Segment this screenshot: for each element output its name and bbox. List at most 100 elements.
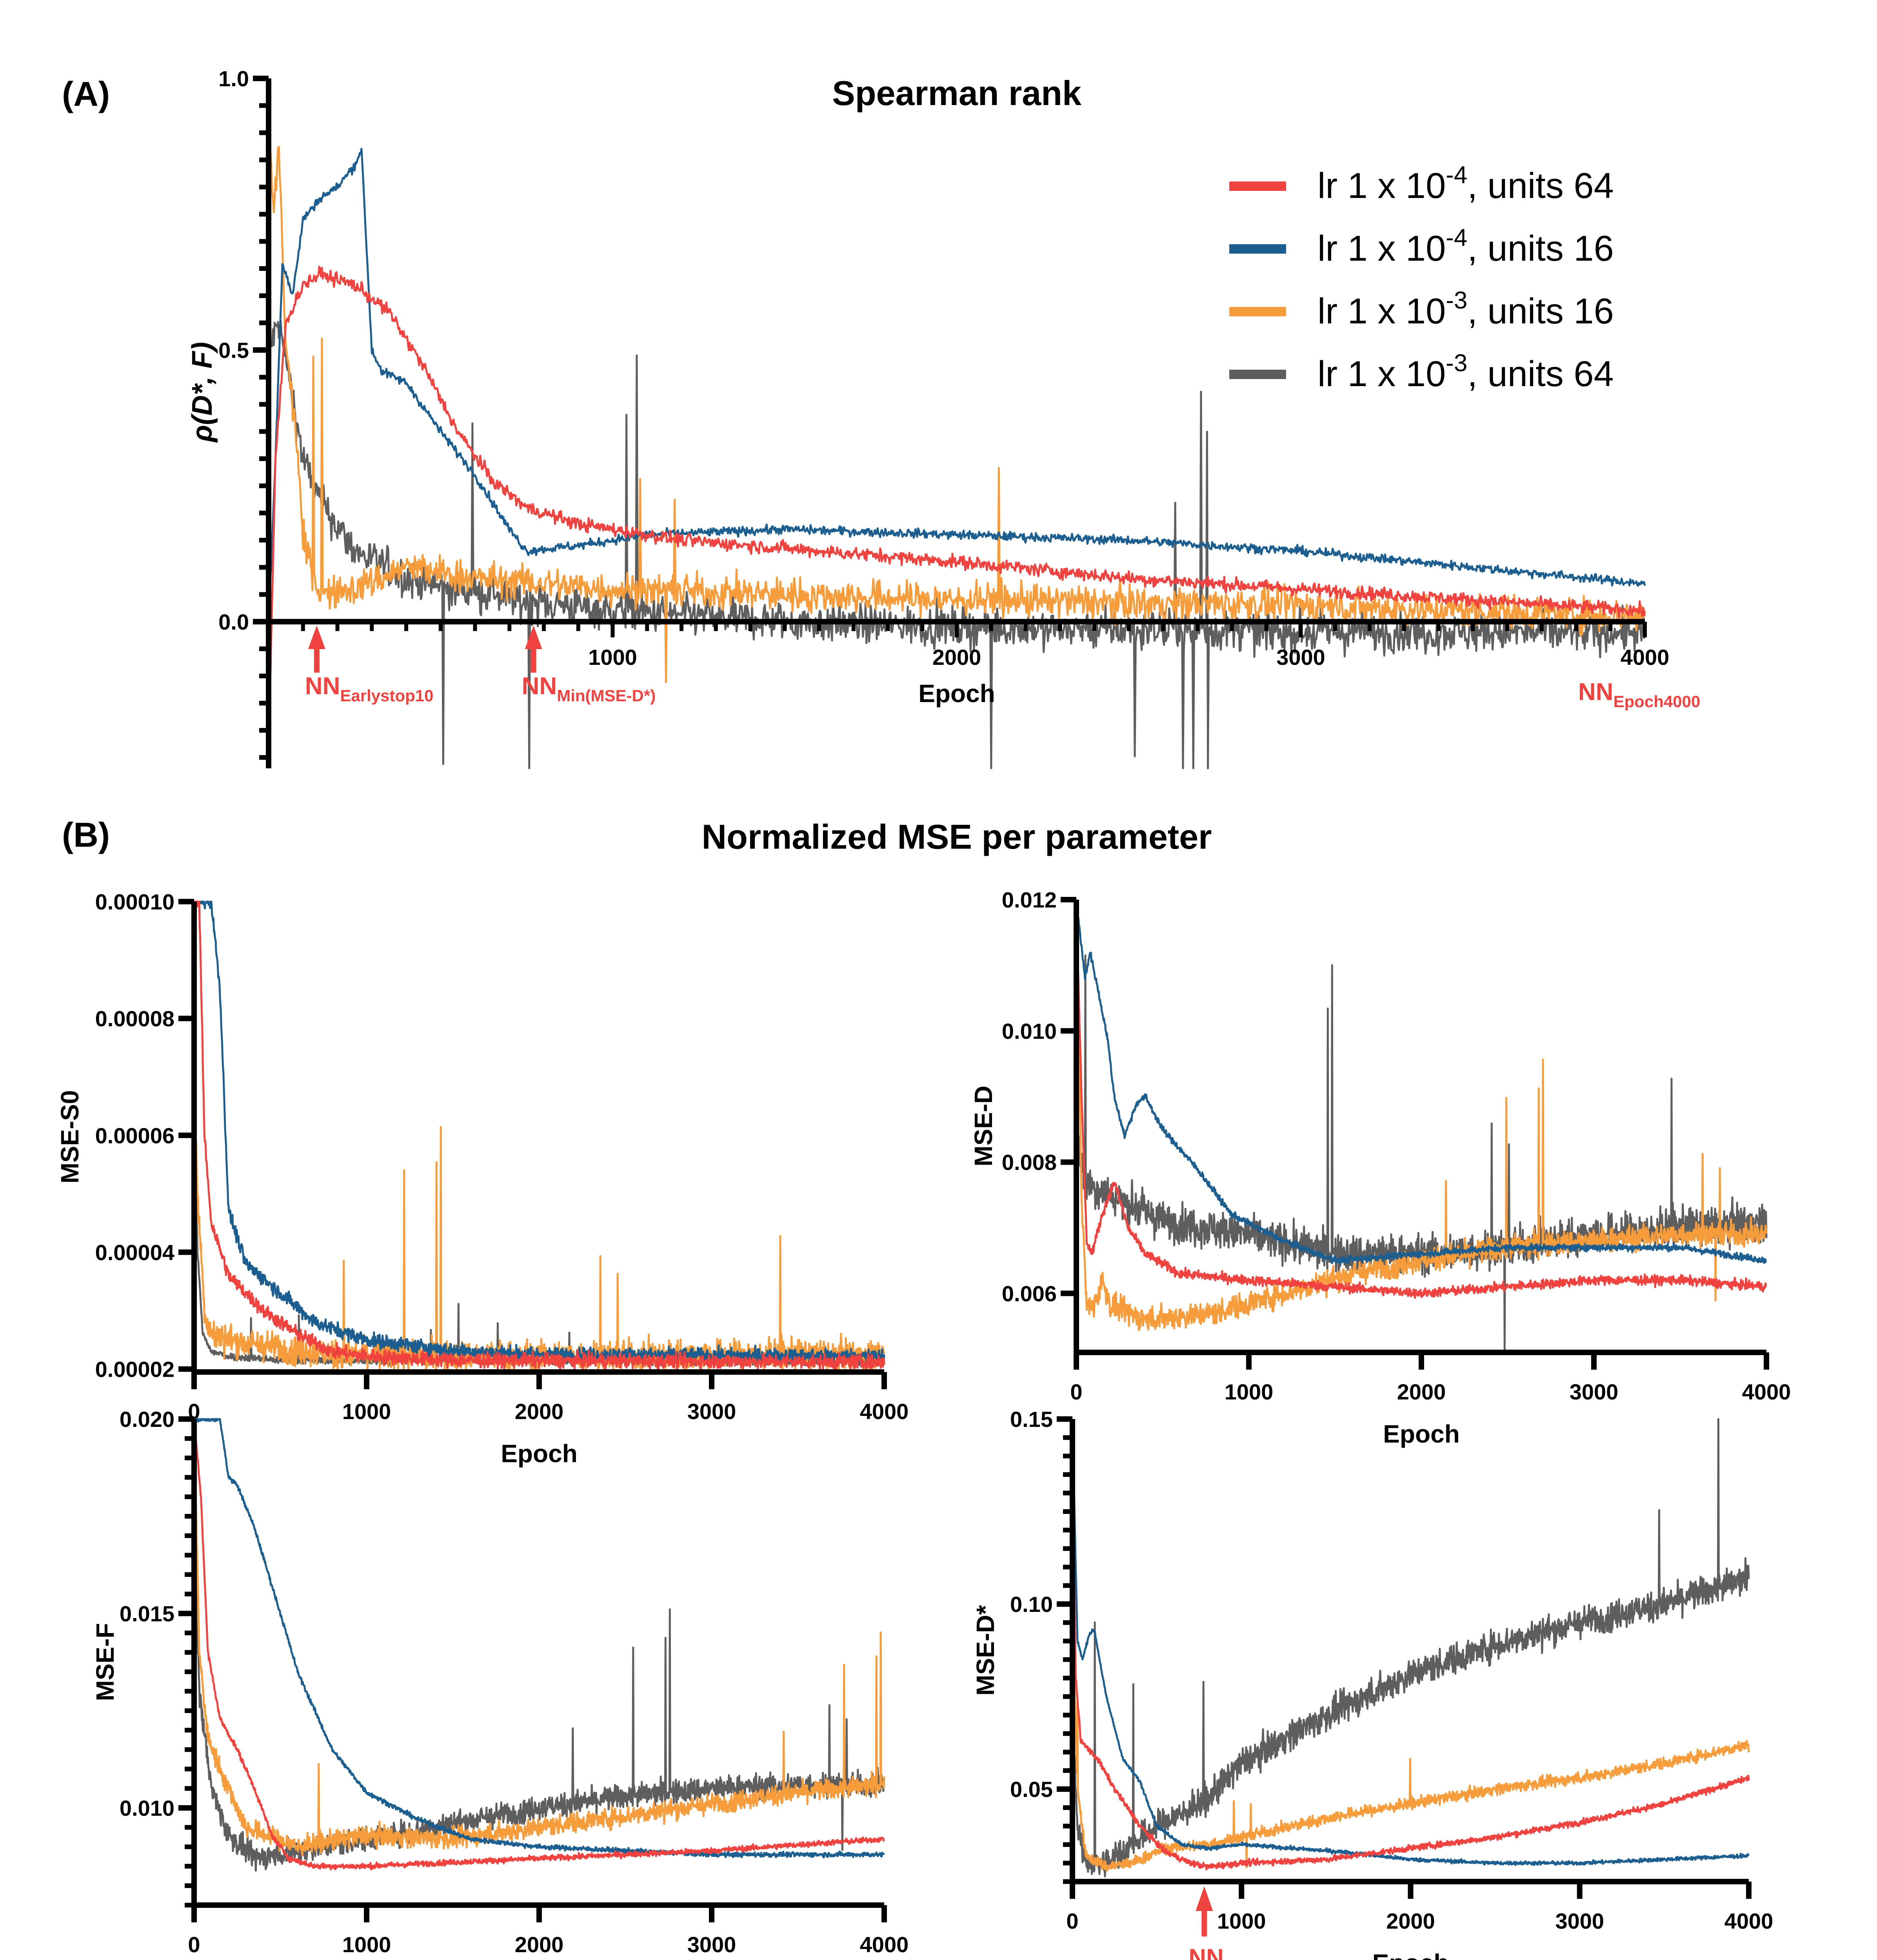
y-tick-label: 0.00010 [95,889,174,914]
mse-f-chart: 0.010 0.015 0.020 0 1000 2000 3000 4000 Epoch MSE… [91,1407,909,1957]
series-line-blue [1075,899,1767,1265]
x-tick-label: 4000 [860,1932,909,1957]
mse-dstar-chart: 0.05 0.10 0.15 0 1000 2000 3000 4000 Epoch MSE-D* [971,1407,1773,1960]
x-tick-label: 3000 [687,1399,736,1424]
y-tick-label: 0.020 [120,1407,174,1432]
x-tick-label: 4000 [1742,1379,1791,1404]
spearman-title: Spearman rank [832,74,1082,113]
x-tick-label: 4000 [1621,645,1670,670]
legend-entry: lr 1 x 10-3, units 64 [1317,350,1614,394]
y-tick-label: 0.15 [1010,1407,1053,1432]
y-tick-label: 0.012 [1002,887,1057,912]
annotation-arrow-icon [1196,1886,1213,1911]
y-axis-label: MSE-D* [971,1605,999,1695]
series-line-gray [193,1534,885,1872]
series-line-red [193,1419,885,1871]
series-line-orange [267,122,1646,683]
y-tick-label: 0.10 [1010,1592,1053,1617]
series-line-red [1071,1457,1750,1871]
panel-a-letter: (A) [62,74,110,113]
x-tick-label: 3000 [687,1932,736,1957]
y-tick-label: 0.006 [1002,1281,1057,1306]
x-axis-label: Epoch [1372,1949,1449,1960]
annotation-arrow-icon [525,625,542,649]
legend-suffix: , units 64 [1467,354,1614,394]
x-tick-label: 1000 [1225,1379,1274,1404]
y-tick-label: 0.0 [218,610,249,634]
annotation-sub: Min(MSE-D*) [1224,1958,1323,1960]
annotation-arrow-icon [308,625,325,649]
annotation-label: NNMin(MSE-D*) [522,673,656,705]
annotation-main: NN [305,673,340,700]
x-tick-label: 2000 [515,1932,564,1957]
y-tick-label: 0.00006 [95,1123,174,1148]
x-tick-label: 3000 [1276,645,1325,670]
series-line-blue [193,1418,885,1859]
legend-text: lr 1 x 10 [1317,354,1446,394]
x-tick-label: 4000 [1724,1909,1773,1933]
x-tick-label: 2000 [932,645,981,670]
legend-suffix: , units 16 [1467,291,1614,331]
legend-text: lr 1 x 10 [1317,229,1446,269]
y-tick-label: 0.5 [218,338,249,363]
y-axis-label: MSE-F [91,1623,119,1701]
x-axis-label: Epoch [1383,1420,1460,1448]
x-tick-label: 0 [188,1932,200,1957]
x-tick-label: 0 [1070,1379,1082,1404]
spearman-chart: 0.0 0.5 1.0 1000 2000 3000 4000 Epoch ρ(D*, F) [187,66,1670,769]
series-line-gray [1075,955,1768,1352]
legend-entry: lr 1 x 10-3, units 16 [1317,287,1614,331]
annotations: NNEarlystop10NNMin(MSE-D*)NNEpoch4000NNM… [305,625,1700,1960]
series-line-red [267,265,1646,757]
y-axis-label: ρ(D*, F) [187,342,218,443]
mse-d-chart: 0.006 0.008 0.010 0.012 0 1000 2000 3000 4000 Epo… [969,887,1791,1448]
y-axis-label: MSE-D [969,1085,998,1166]
legend-suffix: , units 64 [1467,166,1614,206]
annotation-main: NN [1188,1944,1224,1960]
annotation-label: NNMin(MSE-D*) [1188,1944,1323,1960]
annotation-sub: Epoch4000 [1614,692,1701,711]
annotation-label: NNEarlystop10 [305,673,434,705]
legend-entry: lr 1 x 10-4, units 16 [1317,224,1614,269]
x-tick-label: 1000 [342,1399,391,1424]
series-line-red [1075,902,1767,1299]
legend-exponent: -4 [1446,224,1467,251]
x-tick-label: 1000 [588,645,637,670]
x-tick-label: 1000 [1217,1909,1266,1933]
annotation-sub: Min(MSE-D*) [557,686,656,705]
legend-text: lr 1 x 10 [1317,291,1446,331]
x-tick-label: 2000 [515,1399,564,1424]
annotation-label: NNEpoch4000 [1578,679,1700,711]
y-tick-label: 0.008 [1002,1150,1057,1175]
annotation-main: NN [522,673,557,700]
legend-text: lr 1 x 10 [1317,166,1446,206]
legend-exponent: -4 [1446,162,1467,189]
y-tick-label: 1.0 [218,66,249,91]
x-tick-label: 3000 [1570,1379,1619,1404]
x-tick-label: 3000 [1555,1909,1604,1933]
y-tick-label: 0.010 [120,1796,174,1820]
series-line-orange [193,1419,885,1857]
x-axis-label: Epoch [918,679,995,708]
panel-b-title: Normalized MSE per parameter [702,817,1212,856]
x-tick-label: 0 [1066,1909,1078,1933]
x-tick-label: 1000 [342,1932,391,1957]
series-line-blue [267,148,1646,621]
y-axis-label: MSE-S0 [56,1090,84,1183]
y-tick-label: 0.05 [1010,1777,1053,1802]
y-tick-label: 0.00008 [95,1006,174,1031]
y-tick-label: 0.010 [1002,1019,1057,1044]
legend-exponent: -3 [1446,287,1467,314]
x-tick-label: 2000 [1386,1909,1435,1933]
annotation-main: NN [1578,679,1614,706]
y-tick-label: 0.00002 [95,1357,174,1382]
x-tick-label: 2000 [1397,1379,1446,1404]
legend-entry: lr 1 x 10-4, units 64 [1317,162,1614,206]
series-line-orange [193,1084,885,1373]
annotation-sub: Earlystop10 [340,686,433,705]
panel-b-letter: (B) [62,815,110,854]
legend-exponent: -3 [1446,350,1467,377]
